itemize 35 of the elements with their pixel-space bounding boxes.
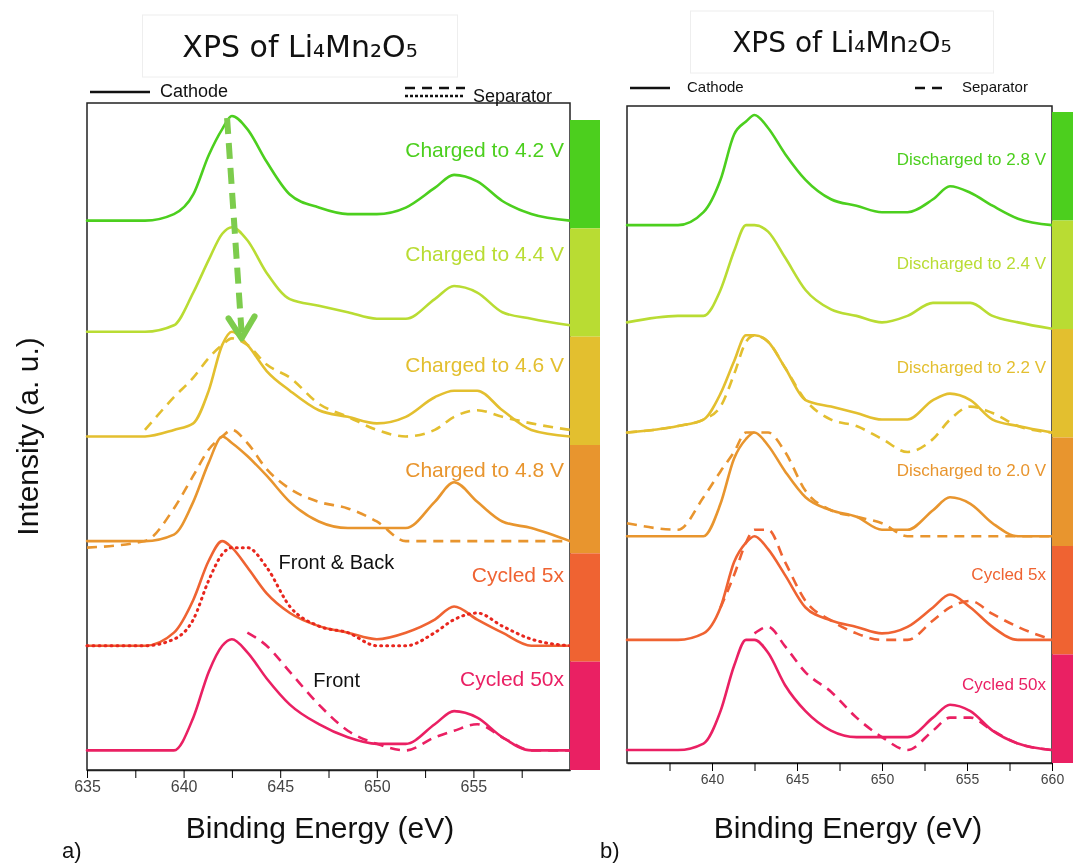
series-label: Cycled 5x [471, 562, 565, 586]
x-tick-label: 640 [700, 770, 725, 787]
chart-title: XPS of Li₄Mn₂O₅ [182, 28, 418, 64]
x-tick-label: 660 [1040, 770, 1065, 787]
x-tick-label: 650 [870, 770, 895, 787]
y-axis-title: Intensity (a. u.) [10, 337, 44, 536]
series-label: Cycled 50x [961, 675, 1047, 695]
text: Separator [962, 77, 1028, 95]
text: Cathode [687, 77, 744, 95]
x-tick-label: 650 [363, 778, 391, 796]
series-label: Discharged to 2.0 V [896, 461, 1047, 481]
series-label: Discharged to 2.8 V [896, 150, 1047, 170]
chart-title: XPS of Li₄Mn₂O₅ [732, 26, 952, 59]
x-axis-title: Binding Energy (eV) [185, 811, 455, 844]
x-tick-label: 645 [785, 770, 810, 787]
x-axis-title: Binding Energy (eV) [713, 811, 983, 844]
x-tick-label: 640 [170, 778, 198, 796]
series-label: Cycled 50x [460, 666, 565, 690]
series-label: Charged to 4.2 V [405, 137, 564, 161]
x-tick-label: 645 [267, 778, 295, 796]
x-tick-label: 635 [74, 778, 101, 796]
series-label: Charged to 4.4 V [405, 241, 564, 265]
annotation: Front & Back [278, 551, 396, 574]
text: Separator [473, 85, 553, 106]
series-label: Discharged to 2.2 V [896, 358, 1047, 377]
text: Discharged to 2.4 V [896, 254, 1047, 274]
series-label: Cycled 5x [971, 565, 1047, 585]
series-label: Charged to 4.6 V [405, 353, 564, 377]
series-label: Charged to 4.8 V [405, 457, 564, 481]
annotation: Front [313, 668, 361, 691]
text: a) [62, 838, 82, 863]
text: b) [600, 838, 620, 863]
x-tick-label: 655 [460, 778, 488, 796]
text: Cathode [160, 80, 229, 101]
x-tick-label: 655 [955, 770, 980, 787]
